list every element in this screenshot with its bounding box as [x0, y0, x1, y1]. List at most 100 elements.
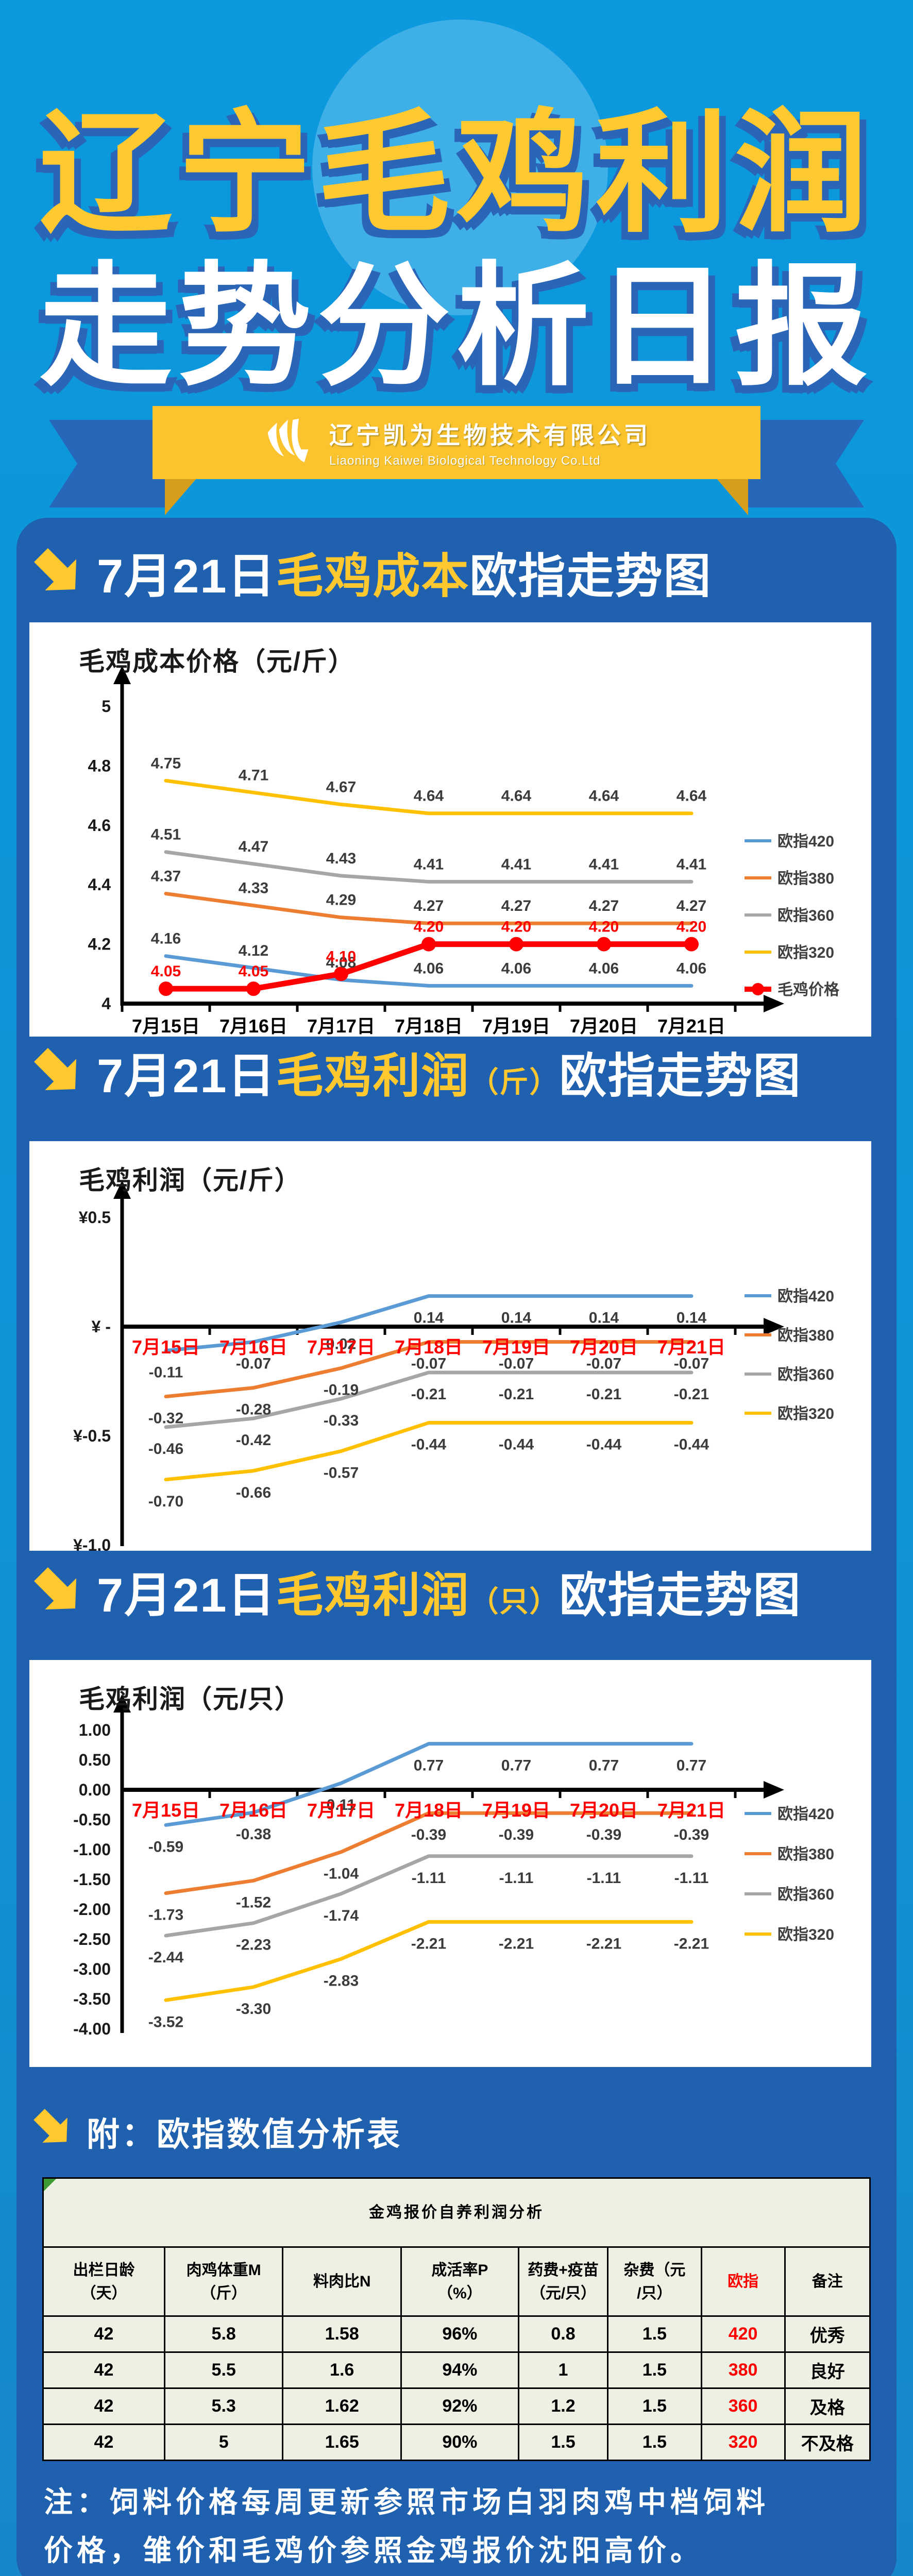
series-marker [509, 937, 523, 952]
series-marker [246, 981, 261, 996]
chart-title-cost: 毛鸡成本价格（元/斤） [79, 647, 355, 676]
section-heading-cost: 7月21日毛鸡成本欧指走势图 [32, 547, 712, 607]
data-label: 4.64 [414, 788, 444, 805]
data-label: 4.64 [589, 788, 619, 805]
table-cell: 1.5 [607, 2315, 702, 2353]
legend-label: 欧指380 [777, 870, 834, 887]
corner-flag [44, 2179, 56, 2191]
background-circle [312, 20, 608, 315]
x-axis-arrow [764, 1318, 784, 1335]
y-axis-arrow [113, 1694, 131, 1713]
y-tick-label: ¥-0.5 [73, 1427, 111, 1445]
heading-highlight: 毛鸡利润 [276, 1050, 470, 1103]
x-category-label: 7月17日 [307, 1800, 375, 1821]
table-cell: 360 [700, 2387, 786, 2425]
data-label: -0.21 [586, 1386, 621, 1403]
data-label: -0.42 [236, 1432, 271, 1449]
data-label: 4.75 [151, 755, 181, 772]
data-label: 4.41 [501, 856, 531, 873]
heading-date: 7月21日 [97, 1050, 276, 1103]
legend-label: 欧指380 [777, 1846, 834, 1863]
y-tick-label: 4.4 [88, 875, 111, 894]
series-marker [334, 967, 348, 981]
table-row: 42 5.3 1.62 92% 1.2 1.5 360 及格 [42, 2387, 871, 2425]
table-cell: 1 [517, 2351, 609, 2389]
data-label: 4.67 [326, 778, 356, 795]
legend-label: 欧指320 [777, 1926, 834, 1943]
data-label: -0.44 [674, 1436, 709, 1453]
x-category-label: 7月21日 [657, 1800, 725, 1821]
data-label: -0.46 [148, 1440, 183, 1458]
x-axis-arrow [764, 1781, 784, 1799]
data-label: 4.41 [677, 856, 706, 873]
data-label: 4.05 [151, 963, 181, 980]
company-logo-icon [262, 417, 312, 469]
table-cell: 5.3 [163, 2387, 284, 2425]
data-label: -0.07 [674, 1355, 709, 1372]
data-label: 4.06 [501, 960, 531, 977]
legend-label: 欧指320 [777, 944, 834, 961]
x-category-label: 7月19日 [482, 1800, 550, 1821]
analysis-table-wrap: 金鸡报价自养利润分析 出栏日龄 （天） 肉鸡体重M （斤） 料肉比N 成活率P （%）… [42, 2177, 871, 2461]
legend-label: 欧指320 [777, 1405, 834, 1422]
data-label: 4.12 [239, 942, 268, 959]
table-row: 42 5.8 1.58 96% 0.8 1.5 420 优秀 [42, 2315, 871, 2353]
data-label: 4.27 [501, 897, 531, 914]
table-title-row: 金鸡报价自养利润分析 [42, 2177, 871, 2248]
profit-bird-chart-canvas: 1.00 0.50 0.00 -0.50 -1.00 -1.50 -2.00 -2.50 -3.… [73, 1694, 834, 2038]
company-banner: 辽宁凯为生物技术有限公司 Liaoning Kaiwei Biological … [153, 406, 760, 479]
data-label: -1.52 [236, 1894, 271, 1911]
table-cell: 1.5 [607, 2387, 702, 2425]
data-label: -3.52 [148, 2013, 183, 2030]
table-section-title: 附：欧指数值分析表 [87, 2116, 402, 2153]
cost-chart-canvas: 4 4.2 4.4 4.6 4.8 5 4.75 4.71 4.67 4.64 4.64 4.64 4.… [88, 666, 840, 1037]
y-tick-label: -1.00 [73, 1840, 111, 1859]
y-tick-label: -3.00 [73, 1960, 111, 1978]
x-category-label: 7月19日 [482, 1015, 550, 1037]
data-label: 4.20 [414, 919, 444, 936]
table-header-cell: 成活率P （%） [400, 2246, 519, 2317]
data-label: -0.07 [411, 1355, 446, 1372]
y-tick-label: ¥0.5 [79, 1208, 111, 1227]
data-label: 4.10 [326, 948, 356, 965]
data-label: -1.11 [412, 1870, 446, 1887]
table-header-row: 出栏日龄 （天） 肉鸡体重M （斤） 料肉比N 成活率P （%） 药费+疫苗 （元/只）… [42, 2246, 871, 2317]
data-label: -2.23 [236, 1937, 271, 1954]
y-tick-label: 0.50 [79, 1751, 111, 1769]
table-cell: 优秀 [784, 2315, 871, 2353]
company-name-en: Liaoning Kaiwei Biological Technology Co… [329, 454, 601, 468]
data-label: -0.07 [236, 1355, 271, 1372]
legend-label: 欧指420 [777, 833, 834, 850]
table-cell: 420 [700, 2315, 786, 2353]
series-line-欧指420 [164, 954, 694, 988]
data-label: 4.71 [239, 767, 268, 784]
data-label: 0.77 [589, 1757, 619, 1774]
data-label: 4.43 [326, 850, 356, 867]
data-label: -1.11 [674, 1870, 709, 1887]
heading-highlight: 毛鸡成本 [276, 550, 470, 603]
x-category-label: 7月18日 [395, 1800, 463, 1821]
legend-label: 欧指420 [777, 1806, 834, 1823]
y-tick-label: 4.2 [88, 935, 111, 954]
data-label: 0.77 [501, 1757, 531, 1774]
data-label: -0.44 [411, 1436, 447, 1453]
data-label: -0.44 [586, 1436, 622, 1453]
section-heading-profit-jin: 7月21日毛鸡利润（斤）欧指走势图 [32, 1047, 802, 1107]
main-title-line1: 辽宁毛鸡利润 [39, 99, 874, 248]
y-tick-label: ¥ - [92, 1317, 111, 1336]
y-tick-label: ¥-1.0 [73, 1536, 111, 1551]
data-label: -1.73 [148, 1907, 183, 1924]
series-marker [597, 937, 611, 952]
data-label: -0.07 [499, 1355, 534, 1372]
series-line-欧指380 [164, 1811, 694, 1895]
series-line-欧指380 [164, 892, 694, 925]
x-category-label: 7月20日 [570, 1800, 638, 1821]
data-label: -0.39 [674, 1826, 709, 1843]
series-marker [421, 937, 436, 952]
y-tick-label: -4.00 [73, 2020, 111, 2038]
table-cell: 1.62 [282, 2387, 402, 2425]
heading-highlight: 毛鸡利润 [276, 1569, 470, 1622]
note-text: 注：饲料价格每周更新参照市场白羽肉鸡中档饲料价格，雏价和毛鸡价参照金鸡报价沈阳高… [44, 2486, 769, 2567]
x-category-label: 7月17日 [307, 1336, 375, 1358]
table-cell: 1.6 [282, 2351, 402, 2389]
